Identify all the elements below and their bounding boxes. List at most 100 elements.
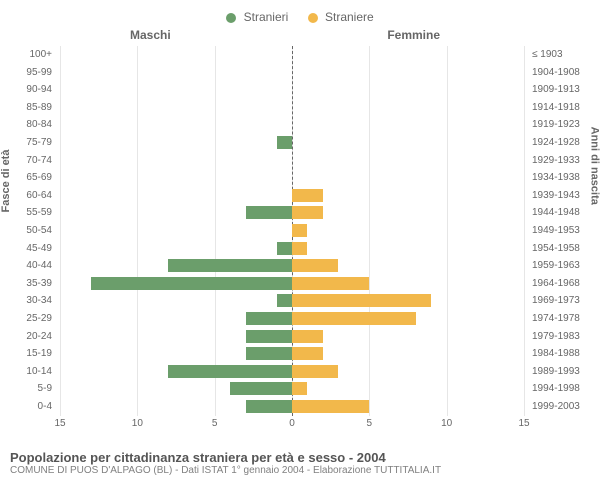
age-row: 65-69 1934-1938 <box>10 169 590 187</box>
birth-label: 1919-1923 <box>528 116 590 134</box>
birth-label: 1909-1913 <box>528 81 590 99</box>
bar-area <box>60 99 524 117</box>
female-bar <box>292 365 338 378</box>
male-bar <box>91 277 292 290</box>
x-tick: 15 <box>518 418 529 429</box>
age-label: 60-64 <box>10 187 56 205</box>
birth-label: 1944-1948 <box>528 204 590 222</box>
age-row: 90-94 1909-1913 <box>10 81 590 99</box>
male-bar <box>277 294 292 307</box>
chart-subtitle: COMUNE DI PUOS D'ALPAGO (BL) - Dati ISTA… <box>10 465 590 476</box>
bar-area <box>60 64 524 82</box>
x-axis: 15105051015 <box>60 416 524 436</box>
age-label: 100+ <box>10 46 56 64</box>
female-bar <box>292 242 307 255</box>
bar-area <box>60 380 524 398</box>
legend-female-swatch <box>308 13 318 23</box>
birth-label: 1959-1963 <box>528 257 590 275</box>
male-bar <box>246 400 292 413</box>
female-bar <box>292 400 369 413</box>
female-bar <box>292 312 416 325</box>
age-row: 75-79 1924-1928 <box>10 134 590 152</box>
x-tick: 5 <box>212 418 218 429</box>
age-row: 70-74 1929-1933 <box>10 152 590 170</box>
bar-area <box>60 116 524 134</box>
age-label: 10-14 <box>10 363 56 381</box>
male-bar <box>246 312 292 325</box>
male-bar <box>230 382 292 395</box>
male-bar <box>246 206 292 219</box>
age-row: 20-24 1979-1983 <box>10 328 590 346</box>
age-row: 55-59 1944-1948 <box>10 204 590 222</box>
age-row: 50-541949-1953 <box>10 222 590 240</box>
bar-area <box>60 240 524 258</box>
x-tick: 15 <box>54 418 65 429</box>
bar-area <box>60 398 524 416</box>
x-tick: 0 <box>289 418 295 429</box>
birth-label: 1994-1998 <box>528 380 590 398</box>
age-row: 45-491954-1958 <box>10 240 590 258</box>
birth-label: 1964-1968 <box>528 275 590 293</box>
age-label: 70-74 <box>10 152 56 170</box>
birth-label: 1904-1908 <box>528 64 590 82</box>
birth-label: 1974-1978 <box>528 310 590 328</box>
male-bar <box>246 347 292 360</box>
male-bar <box>246 330 292 343</box>
female-bar <box>292 294 431 307</box>
age-row: 30-341969-1973 <box>10 292 590 310</box>
birth-label: 1934-1938 <box>528 169 590 187</box>
birth-label: 1929-1933 <box>528 152 590 170</box>
birth-label: 1924-1928 <box>528 134 590 152</box>
age-row: 80-84 1919-1923 <box>10 116 590 134</box>
male-bar <box>277 136 292 149</box>
age-row: 35-39 1964-1968 <box>10 275 590 293</box>
header-femmine: Femmine <box>387 28 440 42</box>
age-label: 65-69 <box>10 169 56 187</box>
birth-label: 1984-1988 <box>528 345 590 363</box>
age-row: 15-191984-1988 <box>10 345 590 363</box>
female-bar <box>292 347 323 360</box>
age-row: 95-99 1904-1908 <box>10 64 590 82</box>
legend: Stranieri Straniere <box>10 10 590 24</box>
age-row: 25-29 1974-1978 <box>10 310 590 328</box>
age-label: 90-94 <box>10 81 56 99</box>
bar-area <box>60 363 524 381</box>
bar-area <box>60 152 524 170</box>
age-row: 10-14 1989-1993 <box>10 363 590 381</box>
plot-area: 100+≤ 190395-99 1904-1908 90-94 1909-1913 85… <box>10 46 590 416</box>
age-label: 55-59 <box>10 204 56 222</box>
female-bar <box>292 224 307 237</box>
legend-male: Stranieri <box>226 10 288 24</box>
female-bar <box>292 382 307 395</box>
x-tick: 5 <box>367 418 373 429</box>
female-bar <box>292 206 323 219</box>
age-label: 5-9 <box>10 380 56 398</box>
x-tick: 10 <box>441 418 452 429</box>
age-row: 100+≤ 1903 <box>10 46 590 64</box>
age-label: 50-54 <box>10 222 56 240</box>
age-label: 20-24 <box>10 328 56 346</box>
legend-male-swatch <box>226 13 236 23</box>
bar-area <box>60 345 524 363</box>
birth-label: 1969-1973 <box>528 292 590 310</box>
bar-area <box>60 46 524 64</box>
female-bar <box>292 330 323 343</box>
age-label: 95-99 <box>10 64 56 82</box>
bar-area <box>60 310 524 328</box>
age-label: 80-84 <box>10 116 56 134</box>
pyramid-chart: Fasce di età Anni di nascita Maschi Femm… <box>10 28 590 448</box>
header-row: Maschi Femmine <box>10 28 590 46</box>
legend-male-label: Stranieri <box>244 10 289 24</box>
age-row: 40-441959-1963 <box>10 257 590 275</box>
age-label: 85-89 <box>10 99 56 117</box>
birth-label: 1989-1993 <box>528 363 590 381</box>
bar-area <box>60 187 524 205</box>
age-label: 25-29 <box>10 310 56 328</box>
bar-area <box>60 222 524 240</box>
birth-label: 1979-1983 <box>528 328 590 346</box>
legend-female: Straniere <box>308 10 374 24</box>
legend-female-label: Straniere <box>325 10 374 24</box>
age-label: 35-39 <box>10 275 56 293</box>
male-bar <box>168 365 292 378</box>
age-label: 75-79 <box>10 134 56 152</box>
